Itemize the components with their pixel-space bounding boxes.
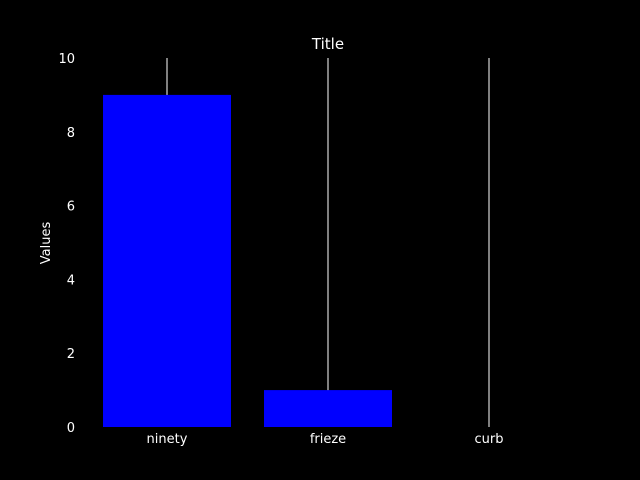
y-axis-label: Values — [39, 222, 54, 265]
x-tick-label-ninety: ninety — [147, 432, 188, 447]
x-axis-ticks: ninety frieze curb — [147, 432, 504, 447]
y-tick-label-2: 2 — [67, 347, 75, 362]
chart-title: Title — [311, 35, 344, 53]
y-axis-ticks: 0 2 4 6 8 10 — [58, 52, 75, 436]
x-tick-label-frieze: frieze — [310, 432, 346, 447]
y-tick-label-8: 8 — [67, 126, 75, 141]
bar-series — [103, 94, 392, 428]
y-tick-label-6: 6 — [67, 200, 75, 215]
y-tick-label-10: 10 — [58, 52, 75, 67]
bar-ninety — [103, 94, 231, 428]
y-tick-label-0: 0 — [67, 421, 75, 436]
bar-frieze — [264, 390, 392, 427]
y-tick-label-4: 4 — [67, 273, 75, 288]
x-tick-label-curb: curb — [475, 432, 504, 447]
